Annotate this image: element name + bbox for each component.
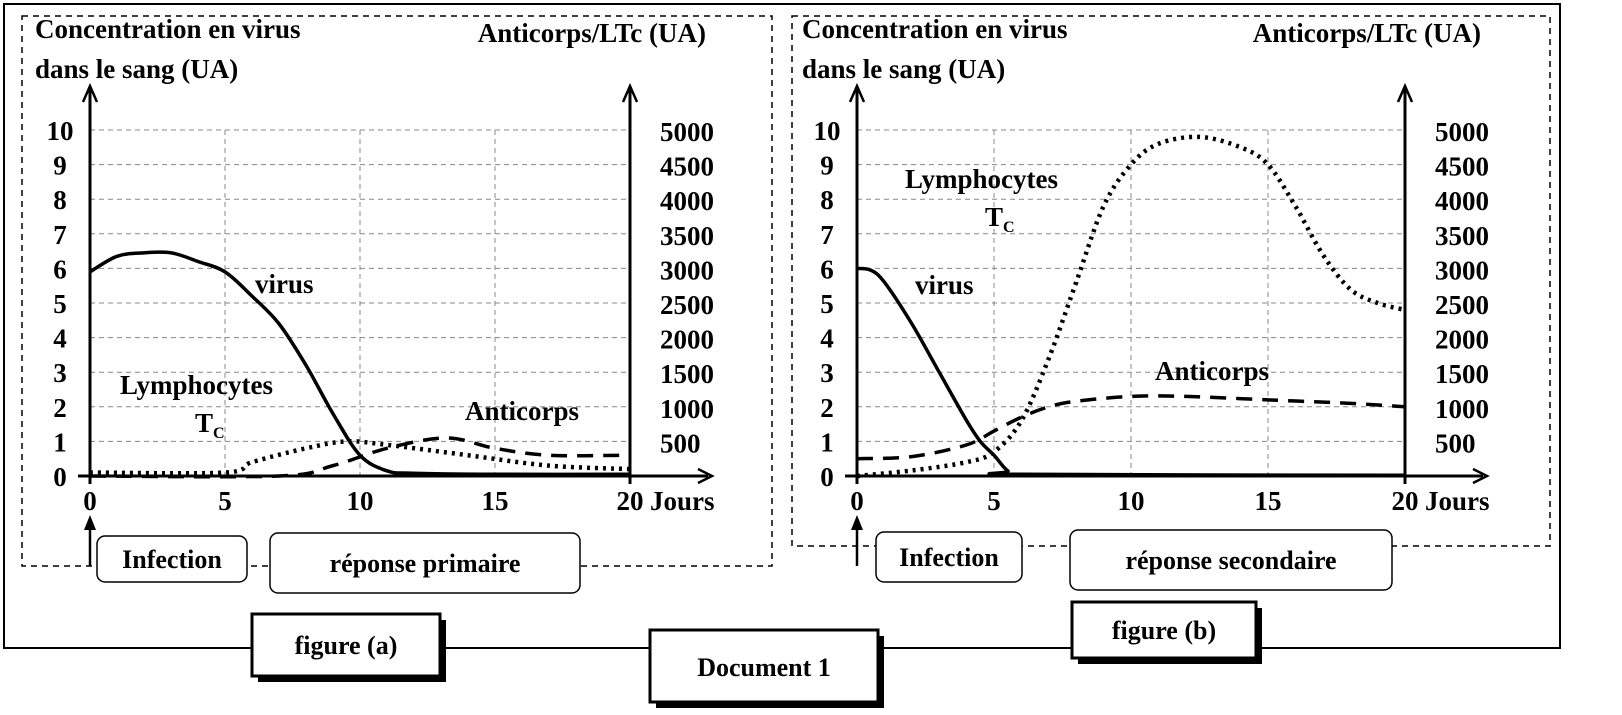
y-right-tick-label: 4500 xyxy=(1435,152,1489,182)
x-tick-label: 20 xyxy=(1392,486,1419,516)
y-right-tick-label: 3000 xyxy=(660,255,714,285)
y-left-tick-label: 5 xyxy=(53,289,67,319)
series-anticorps-line xyxy=(89,436,631,479)
series-virus-line xyxy=(856,266,1406,478)
phase-label: réponse secondaire xyxy=(1125,546,1336,575)
y-left-tick-label: 7 xyxy=(820,220,834,250)
y-right-tick-label: 5000 xyxy=(1435,117,1489,147)
y-left-tick-label: 8 xyxy=(53,185,67,215)
infection-arrow-icon xyxy=(84,515,96,530)
x-axis-arrow-icon xyxy=(1472,467,1490,485)
y-left-tick-label: 4 xyxy=(820,324,834,354)
y-right-tick-label: 3500 xyxy=(660,221,714,251)
y-right-tick-label: 2500 xyxy=(1435,290,1489,320)
series-virus-line xyxy=(89,250,631,477)
x-tick-label: 15 xyxy=(482,486,509,516)
left-axis-arrow-icon xyxy=(848,82,866,103)
y-right-tick-label: 3500 xyxy=(1435,221,1489,251)
x-axis-arrow-icon xyxy=(697,467,715,485)
y-right-tick-label: 1000 xyxy=(1435,394,1489,424)
y-right-tick-label: 1500 xyxy=(1435,359,1489,389)
y-left-tick-label: 6 xyxy=(820,254,834,284)
infection-arrow-icon xyxy=(851,515,863,530)
phase-label: réponse primaire xyxy=(330,549,521,578)
y-right-tick-label: 500 xyxy=(660,428,701,458)
y-left-tick-label: 2 xyxy=(53,393,67,423)
y-left-tick-label: 2 xyxy=(820,393,834,423)
caption-box xyxy=(250,612,442,678)
y-right-tick-label: 2000 xyxy=(660,325,714,355)
y-left-tick-label: 1 xyxy=(820,427,834,457)
x-tick-label: 0 xyxy=(850,486,864,516)
y-right-tick-label: 3000 xyxy=(1435,255,1489,285)
figure-caption: figure (a) xyxy=(295,631,398,660)
right-axis-arrow-icon xyxy=(621,82,639,103)
y-right-tick-label: 4500 xyxy=(660,152,714,182)
y-right-tick-label: 4000 xyxy=(660,186,714,216)
series-label-tc: TC xyxy=(985,202,1015,236)
x-tick-label: 10 xyxy=(347,486,374,516)
x-tick-label: 0 xyxy=(83,486,97,516)
y-left-tick-label: 9 xyxy=(820,151,834,181)
x-axis-label: Jours xyxy=(1425,486,1490,516)
infection-label: Infection xyxy=(122,545,222,574)
x-tick-label: 20 xyxy=(617,486,644,516)
figure-b: 0123456789105001000150020002500300035004… xyxy=(791,14,1551,664)
x-axis-label: Jours xyxy=(650,486,715,516)
document-label: Document 1 xyxy=(697,653,831,682)
y-right-tick-label: 2500 xyxy=(660,290,714,320)
y-left-tick-label: 4 xyxy=(53,324,67,354)
y-left-tick-label: 0 xyxy=(53,462,67,492)
series-label-lymphocytes: Lymphocytes xyxy=(905,164,1058,194)
infection-label: Infection xyxy=(899,543,999,572)
series-label-tc: TC xyxy=(195,408,225,442)
phase-box xyxy=(269,532,581,594)
y-left-tick-label: 10 xyxy=(47,116,74,146)
x-tick-label: 5 xyxy=(218,486,232,516)
series-lymphocytes-line xyxy=(89,439,631,476)
y-right-tick-label: 1500 xyxy=(660,359,714,389)
y-right-axis-label: Anticorps/LTc (UA) xyxy=(478,18,706,48)
y-right-tick-label: 2000 xyxy=(1435,325,1489,355)
y-left-tick-label: 3 xyxy=(53,358,67,388)
series-label-anticorps: Anticorps xyxy=(1155,356,1269,386)
y-right-axis-label: Anticorps/LTc (UA) xyxy=(1253,18,1481,48)
y-left-axis-label: dans le sang (UA) xyxy=(35,54,238,84)
y-right-tick-label: 500 xyxy=(1435,428,1476,458)
y-right-tick-label: 1000 xyxy=(660,394,714,424)
y-left-axis-label: Concentration en virus xyxy=(35,14,301,44)
y-right-tick-label: 5000 xyxy=(660,117,714,147)
y-left-axis-label: Concentration en virus xyxy=(802,14,1068,44)
series-anticorps-line xyxy=(856,394,1406,461)
y-left-tick-label: 9 xyxy=(53,151,67,181)
series-label-anticorps: Anticorps xyxy=(465,396,579,426)
document-label-box: Document 1 xyxy=(648,628,884,708)
y-left-tick-label: 5 xyxy=(820,289,834,319)
figure-caption: figure (b) xyxy=(1112,616,1216,645)
infection-box xyxy=(875,531,1023,583)
y-left-tick-label: 1 xyxy=(53,427,67,457)
y-left-tick-label: 6 xyxy=(53,254,67,284)
series-label-lymphocytes: Lymphocytes xyxy=(120,370,273,400)
figure-a: 0123456789105001000150020002500300035004… xyxy=(21,14,773,682)
infection-box xyxy=(96,535,248,583)
series-label-virus: virus xyxy=(255,269,314,299)
y-left-tick-label: 8 xyxy=(820,185,834,215)
x-tick-label: 5 xyxy=(987,486,1001,516)
x-tick-label: 15 xyxy=(1255,486,1282,516)
y-right-tick-label: 4000 xyxy=(1435,186,1489,216)
y-left-tick-label: 3 xyxy=(820,358,834,388)
series-label-virus: virus xyxy=(915,270,974,300)
caption-box xyxy=(1070,600,1258,660)
x-tick-label: 10 xyxy=(1118,486,1145,516)
y-left-tick-label: 0 xyxy=(820,462,834,492)
y-left-axis-label: dans le sang (UA) xyxy=(802,54,1005,84)
y-left-tick-label: 7 xyxy=(53,220,67,250)
right-axis-arrow-icon xyxy=(1396,82,1414,103)
phase-box xyxy=(1069,529,1393,591)
y-left-tick-label: 10 xyxy=(814,116,841,146)
left-axis-arrow-icon xyxy=(81,82,99,103)
